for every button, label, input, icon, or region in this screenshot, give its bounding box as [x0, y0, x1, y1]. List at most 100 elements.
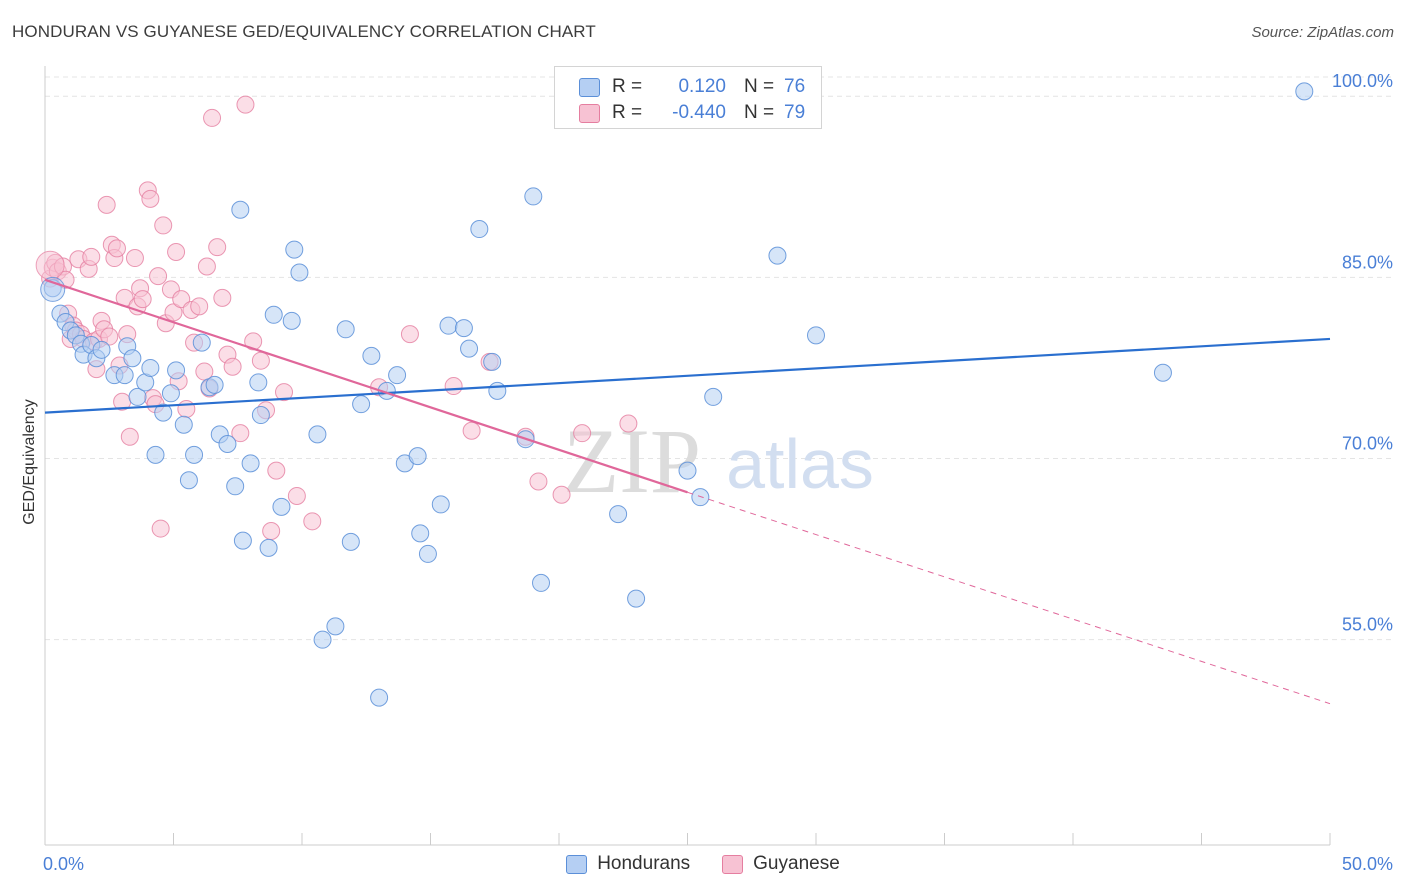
chart-title: HONDURAN VS GUYANESE GED/EQUIVALENCY COR…	[12, 22, 596, 41]
guyanese-point	[267, 461, 286, 480]
y-axis-label: GED/Equivalency	[21, 399, 38, 524]
honduran-point	[264, 305, 283, 324]
guyanese-point	[262, 521, 281, 540]
guyanese-point	[213, 288, 232, 307]
honduran-point	[336, 320, 355, 339]
legend-item-hondurans[interactable]: Hondurans	[566, 853, 690, 875]
guyanese-trend-extension	[687, 491, 1331, 705]
guyanese-point	[287, 486, 306, 505]
guyanese-trend-line	[44, 278, 688, 494]
guyanese-point	[244, 332, 263, 351]
guyanese-point	[251, 351, 270, 370]
honduran-point	[431, 495, 450, 514]
honduran-point	[532, 573, 551, 592]
r-label: R =	[612, 76, 643, 97]
honduran-point	[704, 387, 723, 406]
honduran-point	[205, 375, 224, 394]
n-value: 76	[784, 76, 806, 97]
guyanese-point	[552, 485, 571, 504]
correlation-legend: R = 0.120 N = 76 R = -0.440 N = 79	[554, 66, 822, 129]
honduran-point	[40, 276, 66, 302]
legend-item-guyanese[interactable]: Guyanese	[722, 853, 840, 875]
y-tick-label: 85.0%	[1342, 252, 1393, 272]
honduran-point	[609, 505, 628, 524]
guyanese-point	[177, 400, 196, 419]
honduran-point	[627, 589, 646, 608]
honduran-point	[285, 240, 304, 259]
honduran-point	[488, 381, 507, 400]
chart-source: Source: ZipAtlas.com	[1251, 24, 1394, 41]
honduran-point	[141, 358, 160, 377]
honduran-point	[768, 246, 787, 265]
honduran-point	[231, 200, 250, 219]
guyanese-point	[619, 414, 638, 433]
guyanese-point	[154, 216, 173, 235]
hondurans-swatch	[579, 77, 600, 97]
guyanese-point	[197, 257, 216, 276]
guyanese-point	[190, 297, 209, 316]
honduran-point	[154, 403, 173, 422]
honduran-point	[259, 538, 278, 557]
n-value: 79	[784, 102, 806, 123]
r-value: 0.120	[678, 76, 726, 97]
guyanese-point	[141, 189, 160, 208]
watermark: ZIP atlas	[563, 410, 874, 512]
guyanese-point	[573, 424, 592, 443]
honduran-point	[807, 326, 825, 345]
honduran-point	[290, 263, 309, 282]
guyanese-point	[462, 421, 481, 440]
hondurans-trend-line	[44, 337, 1331, 414]
guyanese-point	[303, 512, 322, 531]
honduran-point	[483, 352, 502, 371]
honduran-point	[308, 425, 327, 444]
honduran-point	[251, 406, 270, 425]
guyanese-legend-swatch	[722, 854, 744, 874]
honduran-point	[249, 373, 268, 392]
legend-row-guyanese: R = -0.440 N = 79	[579, 100, 805, 126]
guyanese-point	[164, 303, 183, 322]
honduran-point	[352, 395, 371, 414]
guyanese-point	[167, 242, 186, 261]
legend-row-hondurans: R = 0.120 N = 76	[579, 74, 805, 100]
y-tick-label: 55.0%	[1342, 615, 1393, 635]
honduran-point	[362, 346, 381, 365]
honduran-point	[282, 311, 301, 330]
guyanese-point	[275, 383, 294, 402]
honduran-point	[326, 617, 345, 636]
honduran-point	[226, 477, 245, 496]
n-label: N =	[744, 76, 775, 97]
honduran-point	[123, 349, 142, 368]
guyanese-point	[444, 377, 463, 396]
honduran-point	[470, 220, 489, 239]
honduran-point	[115, 366, 134, 385]
x-tick-label: 0.0%	[43, 854, 84, 874]
honduran-point	[524, 187, 543, 206]
honduran-point	[233, 531, 252, 550]
guyanese-point	[203, 108, 222, 127]
honduran-point	[388, 366, 407, 385]
r-label: R =	[612, 102, 643, 123]
honduran-point	[146, 445, 165, 464]
n-label: N =	[744, 102, 775, 123]
watermark-atlas: atlas	[726, 425, 874, 503]
honduran-point	[1153, 363, 1172, 382]
honduran-point	[272, 497, 291, 516]
honduran-point	[408, 447, 427, 466]
guyanese-point	[97, 195, 116, 214]
honduran-point	[92, 340, 111, 359]
honduran-point	[218, 435, 237, 454]
honduran-point	[439, 316, 458, 335]
guyanese-point	[208, 238, 227, 257]
honduran-point	[418, 544, 437, 563]
honduran-point	[411, 524, 430, 543]
guyanese-point	[107, 239, 126, 258]
honduran-point	[691, 488, 710, 507]
honduran-point	[241, 454, 260, 473]
honduran-point	[460, 339, 479, 358]
guyanese-point	[529, 472, 548, 491]
r-value: -0.440	[672, 102, 726, 123]
honduran-point	[370, 688, 389, 707]
guyanese-point	[400, 325, 419, 344]
guyanese-point	[231, 424, 250, 443]
